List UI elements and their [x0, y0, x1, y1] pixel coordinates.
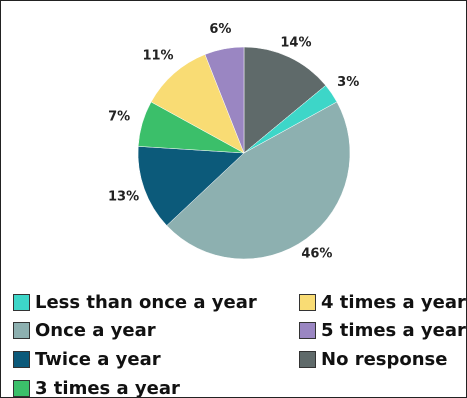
legend-label: 3 times a year	[35, 377, 180, 398]
pie-label-less-than-once-a-year: 3%	[337, 75, 359, 90]
legend-item-twice: Twice a year	[13, 348, 161, 370]
pie-slice-5-times-a-year	[204, 46, 245, 154]
pie-slice-twice-a-year	[137, 146, 245, 226]
legend-item-less-than-once: Less than once a year	[13, 291, 257, 313]
pie-label-twice-a-year: 13%	[108, 189, 139, 204]
legend-swatch	[299, 350, 316, 368]
pie-slice-4-times-a-year	[150, 54, 245, 154]
legend-swatch	[13, 321, 30, 339]
legend-label: Twice a year	[35, 348, 161, 370]
pie-label-once-a-year: 46%	[301, 246, 332, 261]
pie-label-no-response: 14%	[280, 36, 311, 51]
legend-item-5-times: 5 times a year	[299, 319, 466, 341]
legend-label: 4 times a year	[321, 291, 466, 313]
pie-slice-once-a-year	[166, 101, 351, 260]
legend-item-no-response: No response	[299, 348, 447, 370]
legend-item-4-times: 4 times a year	[299, 291, 466, 313]
pie-slice-no-response	[243, 46, 327, 154]
legend-label: No response	[321, 348, 448, 370]
legend-swatch	[13, 293, 30, 311]
pie-label-3-times-a-year: 7%	[108, 110, 130, 125]
legend-label: 5 times a year	[321, 319, 466, 341]
legend-swatch	[13, 379, 30, 397]
pie-label-4-times-a-year: 11%	[142, 48, 173, 63]
legend-swatch	[299, 293, 316, 311]
pie-label-5-times-a-year: 6%	[209, 22, 231, 37]
legend-item-once: Once a year	[13, 319, 156, 341]
legend-swatch	[299, 321, 316, 339]
legend-label: Once a year	[35, 319, 156, 341]
legend-swatch	[13, 350, 30, 368]
legend-item-3-times: 3 times a year	[13, 377, 180, 398]
legend-label: Less than once a year	[35, 291, 257, 313]
